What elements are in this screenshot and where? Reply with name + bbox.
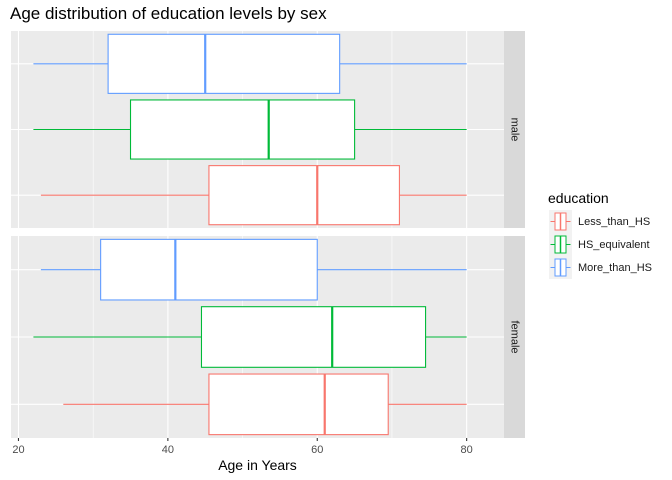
legend-key-icon	[549, 233, 572, 256]
box-Less_than_HS-male	[208, 165, 400, 226]
legend-title: education	[548, 190, 609, 206]
legend-label: Less_than_HS	[578, 215, 651, 228]
facet-strip-female	[504, 236, 525, 438]
box-HS_equivalent-female	[200, 306, 427, 368]
box-More_than_HS-male	[107, 33, 341, 94]
legend-item: Less_than_HS	[549, 210, 652, 233]
facet-strip-male	[504, 31, 525, 228]
legend-key-icon	[549, 210, 572, 233]
legend-item: HS_equivalent	[549, 233, 652, 256]
chart-title: Age distribution of education levels by …	[10, 4, 327, 23]
x-tick-label: 80	[461, 444, 473, 456]
x-tick-label: 60	[311, 444, 323, 456]
x-tick-label: 40	[162, 444, 174, 456]
legend-label: More_than_HS	[578, 261, 652, 274]
facet-label-female: female	[509, 320, 521, 353]
x-axis-title: Age in Years	[218, 457, 297, 473]
facet-label-male: male	[509, 118, 521, 142]
legend-label: HS_equivalent	[578, 238, 650, 251]
legend-items: Less_than_HS HS_equivalent More_than_HS	[549, 210, 652, 279]
x-tick-label: 20	[12, 444, 24, 456]
legend-key-icon	[549, 256, 572, 279]
box-HS_equivalent-male	[129, 99, 356, 160]
legend: education Less_than_HS HS_equivalent More_…	[548, 190, 652, 279]
box-Less_than_HS-female	[208, 373, 389, 436]
legend-item: More_than_HS	[549, 256, 652, 279]
box-More_than_HS-female	[100, 238, 318, 301]
